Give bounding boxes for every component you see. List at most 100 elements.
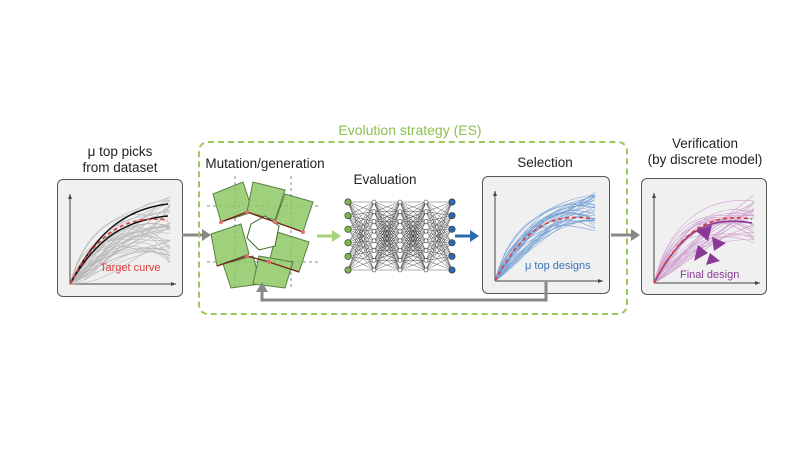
nn-node <box>371 199 377 205</box>
nn-edge <box>373 231 401 271</box>
selection-title: Selection <box>517 155 573 170</box>
nn-node <box>371 209 377 215</box>
sample-curve <box>653 221 755 284</box>
nn-edge <box>373 211 401 271</box>
nn-node <box>397 209 403 215</box>
nn-edge <box>425 229 453 261</box>
nn-edge <box>399 211 427 271</box>
nn-edge <box>399 201 427 241</box>
nn-edge <box>399 201 427 232</box>
sample-curve <box>653 232 755 284</box>
nn-edge <box>373 221 401 271</box>
nn-edge <box>347 211 375 230</box>
verification-title-line2: (by discrete model) <box>647 152 763 167</box>
sample-curve <box>69 250 171 285</box>
nn-edge <box>399 201 427 251</box>
sample-curve <box>69 238 171 285</box>
nn-edge <box>347 229 375 261</box>
nn-node <box>448 212 456 220</box>
nn-edge <box>347 221 375 257</box>
nn-edge <box>425 201 453 232</box>
selection-panel: μ top designs <box>482 176 610 294</box>
nn-edge <box>399 201 427 222</box>
nn-edge <box>425 211 453 243</box>
nn-edge <box>373 201 401 251</box>
nn-node <box>344 198 352 206</box>
nn-node <box>448 198 456 206</box>
nn-edge <box>347 201 375 230</box>
es-box <box>198 141 628 315</box>
nn-edge <box>347 211 375 243</box>
nn-edge <box>347 201 375 241</box>
nn-edge <box>425 221 453 257</box>
nn-edge <box>425 250 453 271</box>
nn-edge <box>347 240 375 271</box>
nn-node <box>448 239 456 247</box>
nn-edge <box>347 215 375 242</box>
nn-edge <box>425 215 453 242</box>
nn-edge <box>347 240 375 257</box>
nn-node <box>423 238 429 244</box>
nn-edge <box>347 201 375 251</box>
nn-edge <box>425 211 453 216</box>
nn-edge <box>347 221 375 230</box>
nn-edge <box>347 230 375 257</box>
nn-edge <box>347 229 375 251</box>
nn-edge <box>425 260 453 271</box>
nn-edge <box>425 229 453 242</box>
nn-edge <box>425 231 453 271</box>
top-designs-label: μ top designs <box>525 260 591 272</box>
sample-curve <box>653 215 755 284</box>
nn-edge <box>347 201 375 216</box>
nn-edge <box>347 215 375 222</box>
nn-edge <box>425 201 453 251</box>
nn-edge <box>347 215 375 251</box>
final-design-label: Final design <box>680 269 739 281</box>
dataset-title-line1: μ top picks <box>87 144 153 159</box>
nn-edge <box>425 201 453 222</box>
sample-curve <box>69 248 171 285</box>
sample-curve <box>494 214 596 282</box>
nn-edge <box>347 256 375 261</box>
nn-edge <box>399 231 427 271</box>
neural-network <box>344 198 456 274</box>
sample-curve <box>69 225 171 285</box>
verification-plot: Final design <box>652 193 760 285</box>
nn-edge <box>347 242 375 261</box>
nn-edge <box>373 250 401 271</box>
nn-edge <box>373 201 401 271</box>
nn-edge <box>347 250 375 257</box>
sample-curve <box>494 206 596 282</box>
nn-edge <box>399 201 427 261</box>
nn-node <box>371 267 377 273</box>
nn-node <box>448 252 456 260</box>
sample-curve <box>69 227 171 285</box>
nn-edge <box>347 229 375 232</box>
nn-node <box>397 219 403 224</box>
sample-curve <box>69 199 171 285</box>
nn-edge <box>347 260 375 271</box>
nn-edge <box>373 260 401 271</box>
nn-edge <box>347 201 375 212</box>
nn-node <box>344 225 352 233</box>
nn-edge <box>347 240 375 243</box>
nn-edge <box>425 221 453 243</box>
nn-node <box>397 199 403 205</box>
nn-edge <box>373 201 401 261</box>
nn-edge <box>425 240 453 271</box>
nn-node <box>397 257 403 263</box>
nn-node <box>344 239 352 247</box>
dataset-plot: Target curve <box>68 194 176 286</box>
nn-edge <box>425 229 453 232</box>
nn-node <box>371 248 377 253</box>
nn-edge <box>425 250 453 257</box>
nn-edge <box>425 256 453 271</box>
verification-title: Verification (by discrete model) <box>630 136 780 168</box>
nn-node <box>397 228 403 234</box>
nn-edge <box>425 211 453 271</box>
sample-curve <box>494 204 596 282</box>
nn-node <box>344 212 352 220</box>
nn-edge <box>425 229 453 271</box>
nn-edge <box>425 221 453 230</box>
nn-node <box>371 238 377 244</box>
